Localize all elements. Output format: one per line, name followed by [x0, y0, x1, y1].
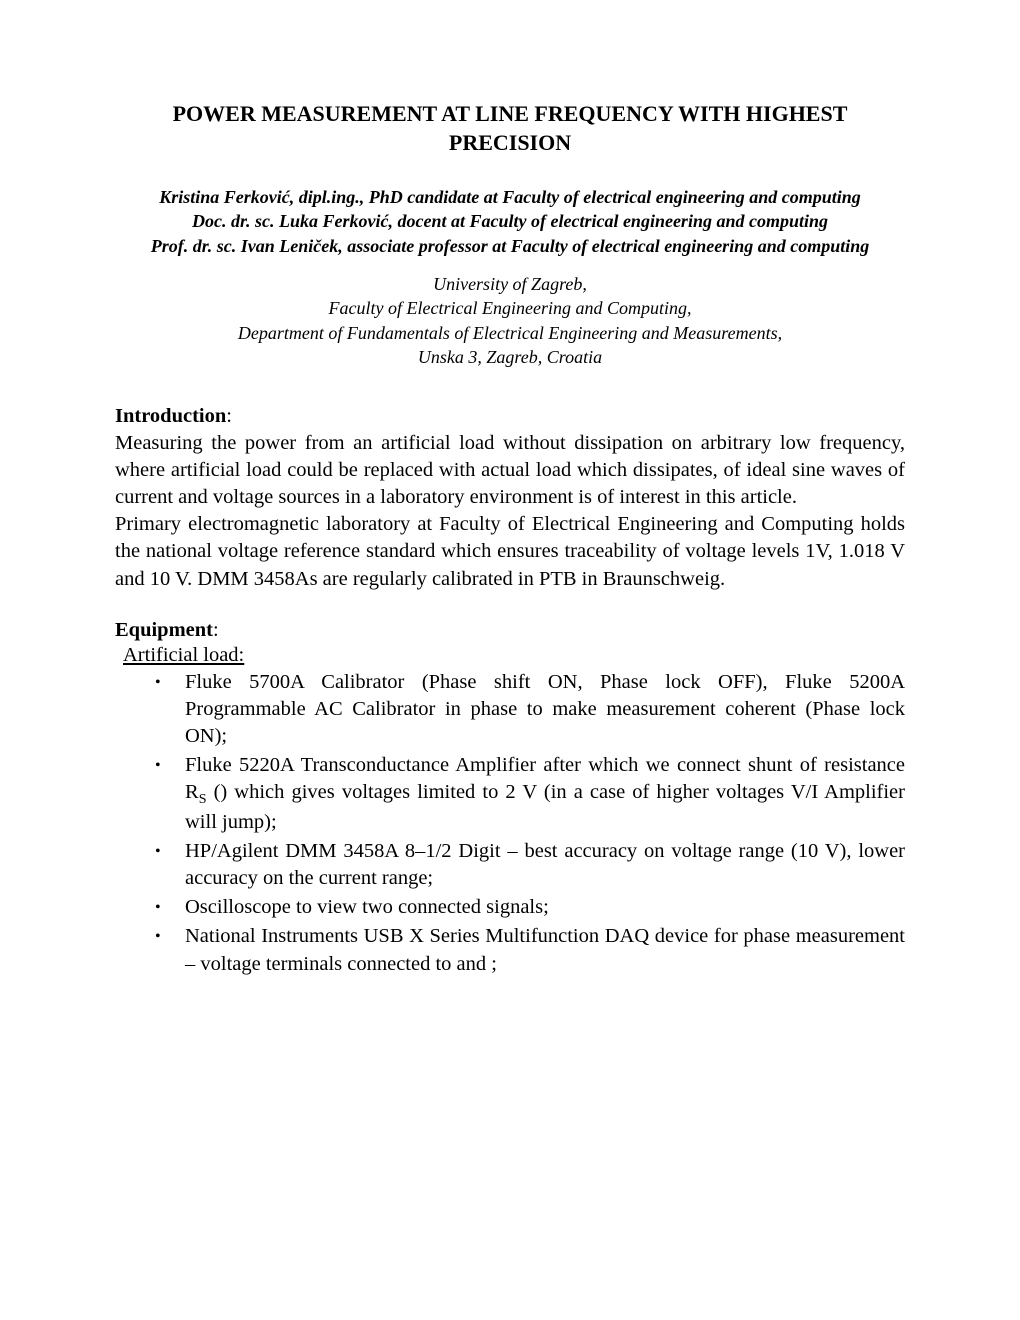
equipment-list: Fluke 5700A Calibrator (Phase shift ON, … — [115, 669, 905, 978]
list-item: Fluke 5700A Calibrator (Phase shift ON, … — [115, 669, 905, 750]
list-item: Fluke 5220A Transconductance Amplifier a… — [115, 752, 905, 837]
equipment-heading: Equipment: — [115, 619, 905, 642]
authors-block: Kristina Ferković, dipl.ing., PhD candid… — [115, 185, 905, 258]
list-item: National Instruments USB X Series Multif… — [115, 923, 905, 977]
affiliation-line: Unska 3, Zagreb, Croatia — [115, 345, 905, 369]
equipment-subheading: Artificial load: — [123, 644, 905, 667]
heading-text: Equipment — [115, 619, 213, 641]
affiliation-line: Department of Fundamentals of Electrical… — [115, 321, 905, 345]
bullet-text-part2: () which gives voltages limited to 2 V (… — [185, 781, 905, 834]
introduction-heading: Introduction: — [115, 405, 905, 428]
list-item: HP/Agilent DMM 3458A 8–1/2 Digit – best … — [115, 838, 905, 892]
heading-colon: : — [226, 405, 232, 427]
affiliation-block: University of Zagreb, Faculty of Electri… — [115, 272, 905, 369]
author-line: Doc. dr. sc. Luka Ferković, docent at Fa… — [115, 209, 905, 233]
affiliation-line: Faculty of Electrical Engineering and Co… — [115, 296, 905, 320]
heading-colon: : — [213, 619, 219, 641]
document-title: POWER MEASUREMENT AT LINE FREQUENCY WITH… — [115, 100, 905, 157]
intro-para2: Primary electromagnetic laboratory at Fa… — [115, 513, 905, 589]
author-line: Kristina Ferković, dipl.ing., PhD candid… — [115, 185, 905, 209]
introduction-body: Measuring the power from an artificial l… — [115, 430, 905, 592]
intro-para1: Measuring the power from an artificial l… — [115, 432, 905, 508]
heading-text: Introduction — [115, 405, 226, 427]
affiliation-line: University of Zagreb, — [115, 272, 905, 296]
author-line: Prof. dr. sc. Ivan Leniček, associate pr… — [115, 234, 905, 258]
list-item: Oscilloscope to view two connected signa… — [115, 894, 905, 921]
